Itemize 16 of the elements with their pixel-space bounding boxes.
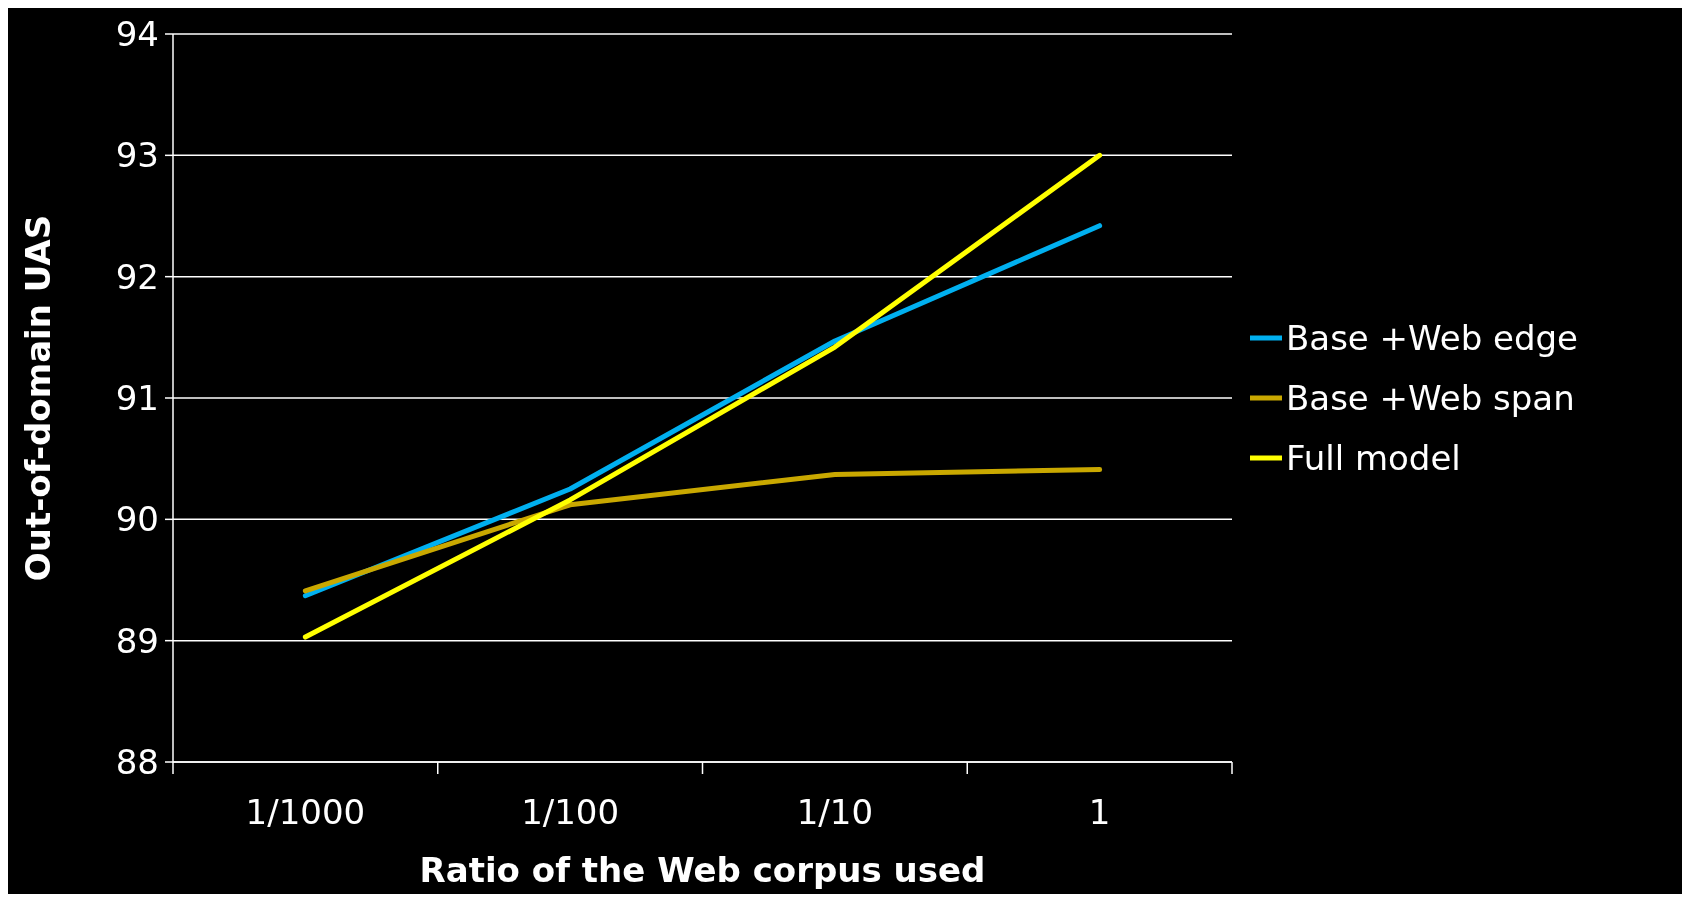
- y-tick-label: 89: [115, 620, 159, 661]
- x-tick-label: 1/1000: [245, 792, 366, 832]
- y-tick-label: 91: [115, 377, 159, 418]
- y-tick-label: 92: [115, 256, 159, 297]
- y-axis-title: Out-of-domain UAS: [18, 214, 58, 582]
- x-axis-title: Ratio of the Web corpus used: [419, 850, 986, 890]
- y-tick-label: 94: [115, 13, 159, 54]
- y-tick-label: 93: [115, 135, 159, 176]
- y-tick-label: 90: [115, 499, 159, 540]
- x-tick-label: 1/10: [796, 792, 874, 832]
- legend-label: Base +Web span: [1286, 377, 1575, 418]
- x-tick-label: 1: [1088, 792, 1111, 832]
- y-tick-label: 88: [115, 741, 159, 782]
- x-tick-label: 1/100: [521, 792, 620, 832]
- legend-label: Full model: [1286, 437, 1461, 478]
- legend-label: Base +Web edge: [1286, 317, 1579, 358]
